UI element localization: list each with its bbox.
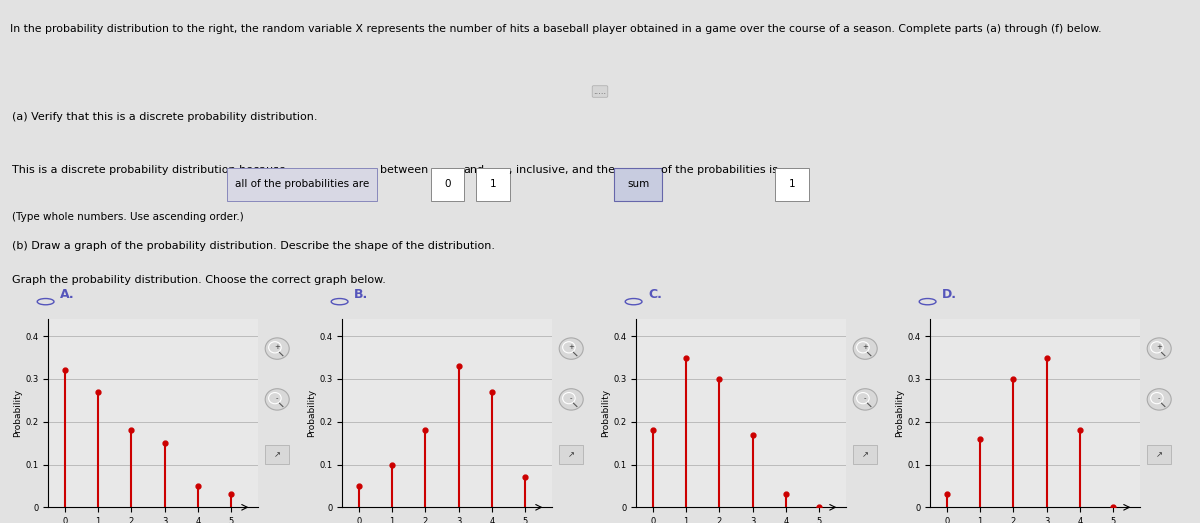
Text: In the probability distribution to the right, the random variable X represents t: In the probability distribution to the r…	[10, 24, 1102, 34]
Text: +: +	[863, 345, 868, 350]
Circle shape	[265, 389, 289, 410]
Text: ↗: ↗	[274, 450, 281, 459]
Text: of the probabilities is: of the probabilities is	[661, 165, 779, 175]
Text: +: +	[275, 345, 280, 350]
Text: sum: sum	[628, 179, 649, 189]
Circle shape	[1147, 338, 1171, 359]
Text: -: -	[864, 395, 866, 401]
Text: ↗: ↗	[862, 450, 869, 459]
Text: C.: C.	[648, 289, 662, 301]
Text: D.: D.	[942, 289, 958, 301]
Text: all of the probabilities are: all of the probabilities are	[235, 179, 368, 189]
Text: -: -	[1158, 395, 1160, 401]
Text: B.: B.	[354, 289, 368, 301]
Circle shape	[559, 389, 583, 410]
Circle shape	[853, 389, 877, 410]
Text: Graph the probability distribution. Choose the correct graph below.: Graph the probability distribution. Choo…	[12, 275, 386, 285]
Text: +: +	[569, 345, 574, 350]
Text: 1: 1	[490, 179, 497, 189]
Text: (a) Verify that this is a discrete probability distribution.: (a) Verify that this is a discrete proba…	[12, 111, 318, 122]
Text: This is a discrete probability distribution because: This is a discrete probability distribut…	[12, 165, 286, 175]
FancyBboxPatch shape	[431, 167, 464, 201]
Text: between: between	[380, 165, 428, 175]
FancyBboxPatch shape	[1147, 445, 1171, 464]
Text: , inclusive, and the: , inclusive, and the	[509, 165, 614, 175]
Text: (Type whole numbers. Use ascending order.): (Type whole numbers. Use ascending order…	[12, 212, 244, 222]
Y-axis label: Probability: Probability	[13, 389, 23, 437]
Circle shape	[853, 338, 877, 359]
Circle shape	[265, 338, 289, 359]
Text: 1: 1	[788, 179, 796, 189]
Text: ↗: ↗	[1156, 450, 1163, 459]
FancyBboxPatch shape	[265, 445, 289, 464]
Text: -: -	[570, 395, 572, 401]
Text: A.: A.	[60, 289, 74, 301]
Text: (b) Draw a graph of the probability distribution. Describe the shape of the dist: (b) Draw a graph of the probability dist…	[12, 241, 496, 251]
Y-axis label: Probability: Probability	[601, 389, 611, 437]
Circle shape	[1147, 389, 1171, 410]
Y-axis label: Probability: Probability	[895, 389, 905, 437]
Y-axis label: Probability: Probability	[307, 389, 317, 437]
Text: and: and	[463, 165, 485, 175]
FancyBboxPatch shape	[614, 167, 662, 201]
Text: .....: .....	[594, 87, 606, 96]
FancyBboxPatch shape	[775, 167, 809, 201]
Text: 0: 0	[444, 179, 451, 189]
FancyBboxPatch shape	[559, 445, 583, 464]
Text: ↗: ↗	[568, 450, 575, 459]
Text: -: -	[276, 395, 278, 401]
Circle shape	[559, 338, 583, 359]
FancyBboxPatch shape	[853, 445, 877, 464]
Text: +: +	[1157, 345, 1162, 350]
FancyBboxPatch shape	[476, 167, 510, 201]
FancyBboxPatch shape	[227, 167, 377, 201]
